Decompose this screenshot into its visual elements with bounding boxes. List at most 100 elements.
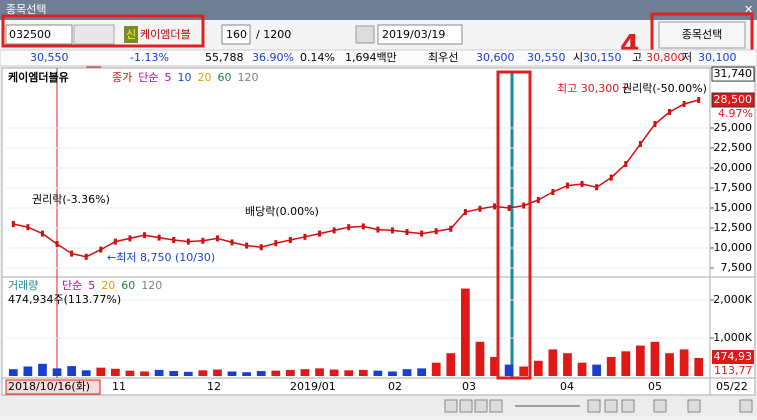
volume-marker [712, 350, 754, 364]
button[interactable] [739, 399, 753, 413]
button[interactable] [444, 399, 458, 413]
price-point [288, 237, 292, 243]
volume-bar [548, 349, 558, 376]
volume-bar [23, 366, 33, 376]
quote-field: 0.14% [300, 51, 335, 64]
quote-field: 36.90% [252, 51, 294, 64]
badge: 신 [126, 28, 136, 41]
code-input[interactable] [5, 24, 73, 45]
volume-bar [650, 341, 660, 376]
price-point [215, 235, 219, 242]
volume-bar [402, 369, 412, 376]
price-point [697, 97, 701, 103]
volume-bar [636, 345, 645, 376]
price-point [449, 225, 453, 232]
legend-entry: 60 [218, 71, 232, 84]
button[interactable] [687, 399, 701, 413]
volume-summary: 474,934주(113.77%) [8, 293, 121, 306]
price-point [595, 184, 599, 191]
search-icons[interactable] [73, 24, 115, 45]
button[interactable] [489, 399, 503, 413]
legend-entry: 5 [88, 279, 95, 292]
price-point [259, 244, 263, 251]
price-point [434, 228, 438, 235]
quote-field: 30,600 [476, 51, 515, 64]
legend-entry: 20 [101, 279, 115, 292]
price-point [522, 202, 526, 209]
x-tick-label: 12 [207, 380, 221, 393]
price-point [128, 235, 132, 242]
price-point [405, 229, 409, 235]
price-point [84, 253, 88, 260]
price-point [551, 189, 555, 195]
date-input[interactable] [377, 24, 463, 45]
volume-bar [490, 357, 499, 376]
y-tick-label: 17,500 [714, 181, 753, 194]
volume-bar [431, 362, 441, 376]
quote-field: 55,788 [205, 51, 244, 64]
volume-bar [606, 357, 616, 376]
quote-field: -1.13% [130, 51, 169, 64]
button[interactable] [621, 399, 635, 413]
legend-entry: 단순 [138, 71, 158, 84]
volume-bar [198, 370, 208, 376]
volume-bar [344, 370, 354, 376]
volume-bar [577, 362, 587, 376]
price-marker [711, 66, 755, 82]
count-input[interactable] [221, 24, 251, 45]
volume-bar [388, 371, 397, 376]
control-bar [0, 396, 757, 416]
price-point [668, 109, 672, 115]
button[interactable] [653, 399, 667, 413]
price-point [172, 237, 176, 243]
volume-bar [621, 351, 631, 376]
y-tick-label: 22,500 [714, 141, 753, 154]
price-point [113, 238, 117, 245]
volume-bar [8, 369, 18, 376]
price-point [609, 174, 613, 181]
price-point [55, 241, 59, 247]
quote-field: 고 [632, 51, 642, 64]
badge-bg [124, 26, 138, 43]
volume-bar [140, 371, 149, 376]
price-point [201, 237, 205, 244]
price-point [361, 223, 365, 230]
price-marker-label: 28,500 [714, 93, 753, 106]
button[interactable] [459, 399, 473, 413]
button[interactable] [474, 399, 488, 413]
x-tick-label: 2018/10/16(화) [8, 380, 90, 393]
volume-bar [183, 371, 193, 376]
price-point [11, 221, 15, 227]
volume-bar [461, 288, 470, 376]
volume-bar [533, 360, 543, 376]
legend-entry: 10 [178, 71, 192, 84]
price-point [682, 101, 686, 107]
volume-marker-label: 474,93 [714, 350, 753, 363]
volume-bar [52, 368, 62, 376]
volume-bar [125, 370, 135, 376]
close-button[interactable]: ✕ [744, 3, 753, 16]
volume-bar [271, 370, 281, 376]
volume-bar [38, 363, 47, 376]
y-tick-label: 15,000 [714, 201, 753, 214]
x-tick-label: 2019/01 [290, 380, 336, 393]
volume-bar [111, 368, 120, 376]
price-point [332, 227, 336, 234]
volume-bar [519, 366, 529, 376]
button[interactable] [604, 399, 618, 413]
volume-bar [256, 371, 266, 376]
price-point [624, 161, 628, 167]
price-point [186, 238, 190, 245]
annotation: 권리락(-3.36%) [32, 193, 110, 206]
select-button[interactable] [658, 21, 746, 49]
price-point [274, 240, 278, 247]
x-tick-label: 02 [388, 380, 402, 393]
price-point [99, 246, 103, 253]
volume-bar [81, 370, 91, 376]
button[interactable] [587, 399, 601, 413]
date-icon[interactable] [355, 25, 375, 44]
volume-bar [504, 364, 514, 376]
price-point [638, 141, 642, 147]
price-point [653, 121, 657, 127]
